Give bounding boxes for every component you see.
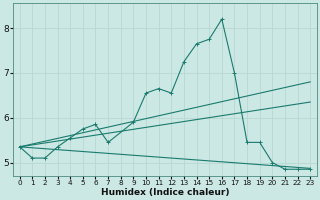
X-axis label: Humidex (Indice chaleur): Humidex (Indice chaleur) [101, 188, 229, 197]
